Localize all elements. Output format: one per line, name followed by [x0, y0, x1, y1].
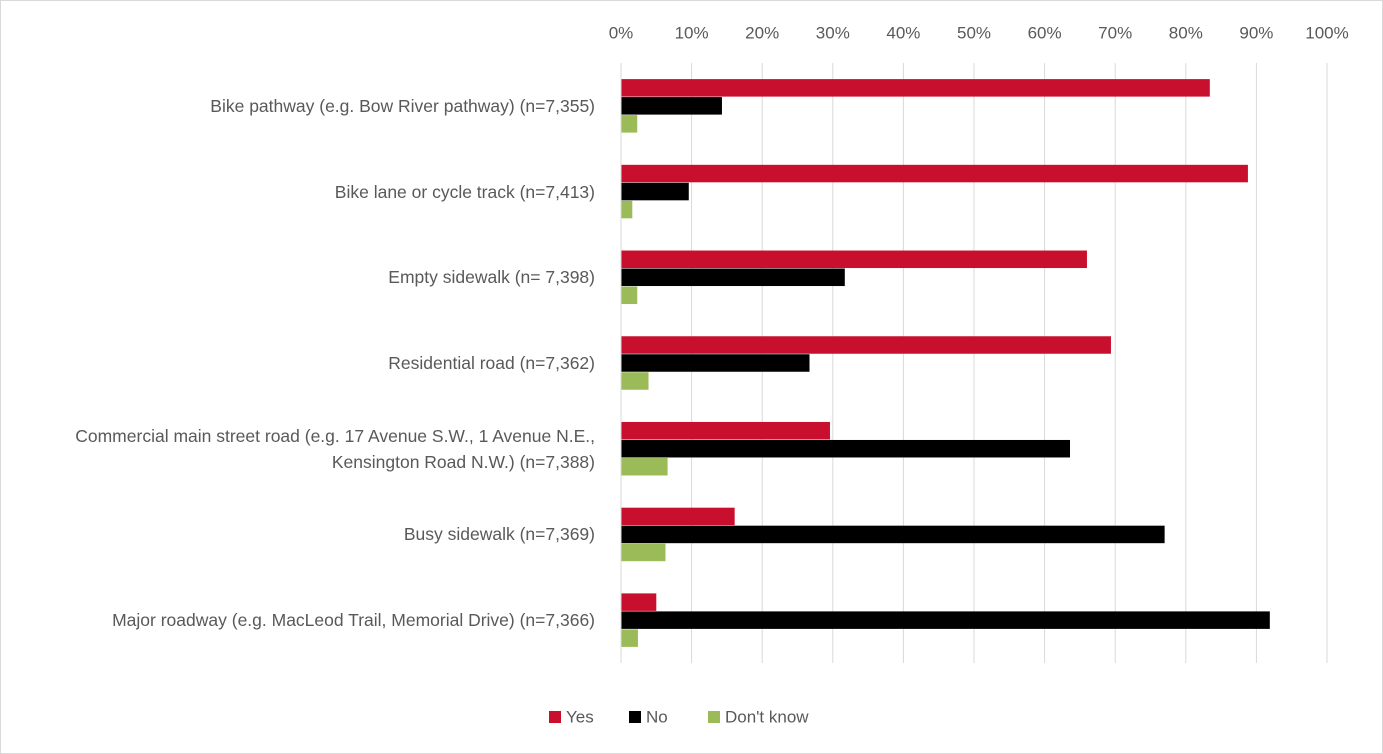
- x-tick-label: 60%: [1028, 23, 1062, 42]
- bar: [621, 439, 1071, 458]
- bar: [621, 507, 735, 526]
- x-tick-label: 70%: [1098, 23, 1132, 42]
- bar: [621, 593, 657, 611]
- category-label: Residential road (n=7,362): [388, 353, 595, 373]
- bar: [621, 115, 638, 133]
- bar: [621, 268, 845, 287]
- bar: [621, 421, 830, 440]
- x-tick-label: 10%: [675, 23, 709, 42]
- bar: [621, 336, 1111, 354]
- legend-label: No: [646, 707, 668, 726]
- x-tick-label: 90%: [1239, 23, 1273, 42]
- category-label: Commercial main street road (e.g. 17 Ave…: [75, 425, 595, 472]
- legend-swatch: [708, 711, 720, 723]
- x-tick-label: 80%: [1169, 23, 1203, 42]
- bar: [621, 182, 689, 201]
- bar: [621, 525, 1165, 544]
- category-label: Empty sidewalk (n= 7,398): [388, 267, 595, 288]
- legend-swatch: [629, 711, 641, 723]
- x-tick-label: 50%: [957, 23, 991, 42]
- bar: [621, 611, 1270, 629]
- bar: [621, 543, 666, 562]
- bar: [621, 164, 1248, 183]
- bar: [621, 79, 1210, 97]
- x-tick-label: 100%: [1305, 23, 1348, 42]
- bar: [621, 97, 722, 115]
- x-tick-label: 40%: [886, 23, 920, 42]
- bar: [621, 457, 668, 476]
- legend-swatch: [549, 711, 561, 723]
- bar: [621, 250, 1087, 269]
- bar: [621, 629, 638, 647]
- category-label: Bike pathway (e.g. Bow River pathway) (n…: [210, 95, 595, 116]
- bar: [621, 372, 649, 390]
- category-label: Bike lane or cycle track (n=7,413): [334, 181, 595, 202]
- legend-label: Don't know: [725, 707, 809, 726]
- bar: [621, 286, 638, 305]
- bar: [621, 354, 810, 372]
- category-label: Busy sidewalk (n=7,369): [403, 524, 595, 545]
- x-tick-label: 30%: [816, 23, 850, 42]
- x-tick-label: 0%: [609, 23, 634, 42]
- x-tick-label: 20%: [745, 23, 779, 42]
- bar: [621, 200, 633, 219]
- legend-label: Yes: [566, 707, 594, 726]
- category-label: Major roadway (e.g. MacLeod Trail, Memor…: [112, 610, 595, 631]
